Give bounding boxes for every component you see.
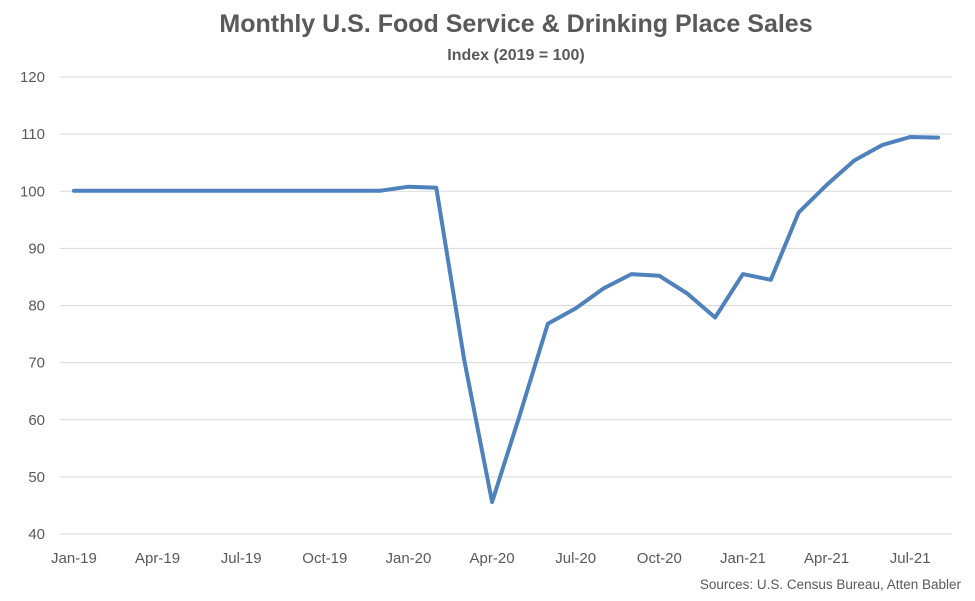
y-tick-label: 60 <box>28 412 45 429</box>
y-tick-label: 100 <box>20 183 45 200</box>
x-tick-label: Oct-20 <box>637 550 682 567</box>
x-tick-label: Jul-20 <box>555 550 596 567</box>
gridlines <box>60 76 952 535</box>
y-axis: 40 50 60 70 80 90 100 110 120 <box>20 69 45 543</box>
y-tick-label: 120 <box>20 69 45 86</box>
chart-subtitle: Index (2019 = 100) <box>447 47 584 64</box>
x-tick-label: Jul-21 <box>890 550 931 567</box>
x-axis: Jan-19 Apr-19 Jul-19 Oct-19 Jan-20 Apr-20 Jul-… <box>51 550 931 567</box>
x-tick-label: Apr-20 <box>470 550 515 567</box>
x-tick-label: Jan-21 <box>720 550 766 567</box>
x-tick-label: Jan-19 <box>51 550 97 567</box>
x-tick-label: Oct-19 <box>302 550 347 567</box>
y-tick-label: 40 <box>28 526 45 543</box>
y-tick-label: 90 <box>28 240 45 257</box>
series-line <box>71 135 941 504</box>
x-tick-label: Apr-19 <box>135 550 180 567</box>
x-tick-label: Apr-21 <box>804 550 849 567</box>
y-tick-label: 110 <box>21 126 45 143</box>
x-tick-label: Jul-19 <box>221 550 262 567</box>
plot-area <box>71 135 941 504</box>
y-tick-label: 70 <box>28 355 45 372</box>
y-tick-label: 50 <box>28 469 45 486</box>
source-note: Sources: U.S. Census Bureau, Atten Bable… <box>700 577 962 592</box>
chart-title: Monthly U.S. Food Service & Drinking Pla… <box>219 10 812 38</box>
x-tick-label: Jan-20 <box>386 550 432 567</box>
y-tick-label: 80 <box>28 298 45 315</box>
